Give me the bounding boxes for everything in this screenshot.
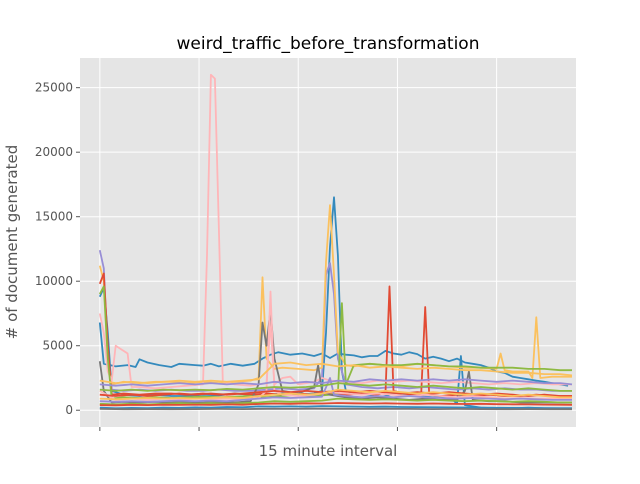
series-line-18 bbox=[99, 402, 573, 407]
chart-title: weird_traffic_before_transformation bbox=[177, 34, 480, 54]
y-tick-label: 0 bbox=[65, 403, 73, 417]
series-line-13 bbox=[99, 390, 572, 397]
series-line-14 bbox=[99, 405, 572, 410]
y-tick-label: 5000 bbox=[42, 339, 73, 353]
series-line-15 bbox=[99, 407, 572, 411]
series-line-10 bbox=[99, 361, 573, 384]
y-tick-label: 15000 bbox=[35, 210, 73, 224]
ticks: 0 5000 10000 15000 20000 25000 bbox=[35, 81, 498, 431]
series-line-8 bbox=[98, 308, 572, 404]
y-axis-label: # of document generated bbox=[3, 145, 21, 340]
series-line-4 bbox=[98, 204, 572, 386]
x-axis-label: 15 minute interval bbox=[259, 442, 398, 460]
y-tick-label: 20000 bbox=[35, 145, 73, 159]
series-line-11 bbox=[99, 378, 573, 387]
series-line-19 bbox=[99, 382, 572, 392]
series-layer bbox=[98, 73, 573, 411]
series-line-16 bbox=[99, 377, 572, 403]
series-line-17 bbox=[99, 388, 572, 401]
y-tick-label: 25000 bbox=[35, 81, 73, 95]
y-tick-label: 10000 bbox=[35, 274, 73, 288]
series-line-12 bbox=[99, 397, 572, 406]
series-line-2 bbox=[98, 196, 572, 410]
